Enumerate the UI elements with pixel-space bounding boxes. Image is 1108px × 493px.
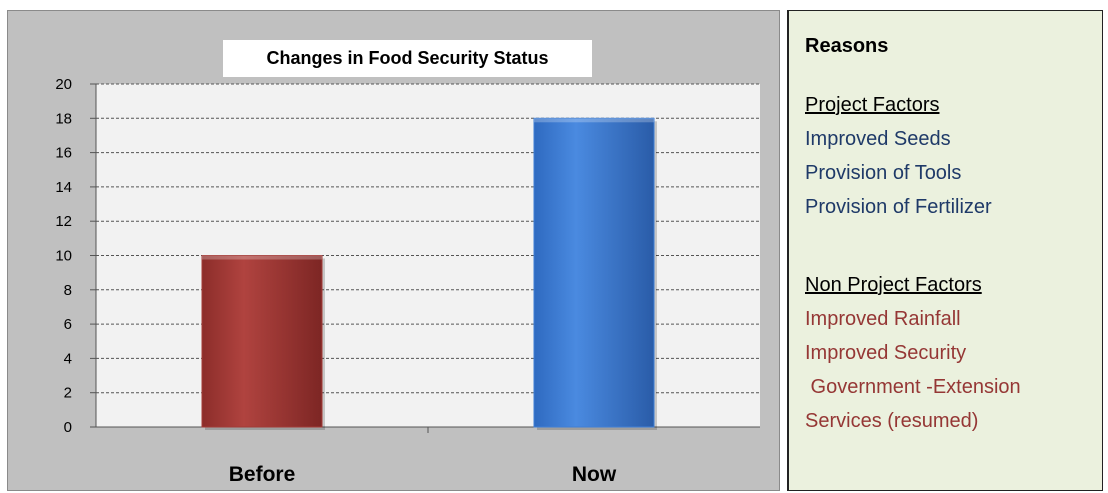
y-tick-label: 2	[64, 385, 72, 402]
y-tick-label: 6	[64, 316, 72, 333]
y-tick-label: 14	[55, 179, 72, 196]
bar-cap	[534, 118, 654, 123]
bar-before	[201, 255, 323, 428]
y-tick-label: 12	[55, 213, 72, 230]
y-tick-label: 8	[64, 282, 72, 299]
project-factor-item: Improved Seeds	[805, 128, 951, 150]
project-factor-item: Provision of Tools	[805, 162, 962, 184]
chart-panel: 0 2 4 6 8 10 12 14 16 18 20 Before Now Changes in Fo…	[7, 10, 780, 491]
non-project-factor-item: Improved Rainfall	[805, 308, 961, 330]
non-project-factor-item: Improved Security	[805, 342, 967, 364]
reasons-panel: Reasons Project Factors Improved Seeds P…	[787, 10, 1103, 491]
x-category-label: Now	[572, 463, 617, 486]
y-tick-label: 4	[64, 350, 72, 367]
y-tick-label: 16	[55, 145, 72, 162]
y-tick-label: 18	[55, 110, 72, 127]
y-tick-label: 0	[64, 419, 72, 436]
y-tick-label: 20	[55, 76, 72, 93]
non-project-factor-item: Government -Extension	[805, 376, 1021, 398]
bar-now	[533, 117, 655, 428]
bar-chart: 0 2 4 6 8 10 12 14 16 18 20 Before Now	[55, 76, 760, 486]
y-tick-label: 10	[55, 248, 72, 265]
non-project-factors-label: Non Project Factors	[805, 274, 982, 296]
bar-cap	[202, 255, 322, 260]
project-factor-item: Provision of Fertilizer	[805, 196, 992, 218]
x-category-label: Before	[229, 463, 296, 486]
chart-title: Changes in Food Security Status	[223, 40, 592, 77]
non-project-factor-item: Services (resumed)	[805, 410, 979, 432]
project-factors-label: Project Factors	[805, 94, 940, 116]
reasons-heading: Reasons	[805, 35, 889, 57]
